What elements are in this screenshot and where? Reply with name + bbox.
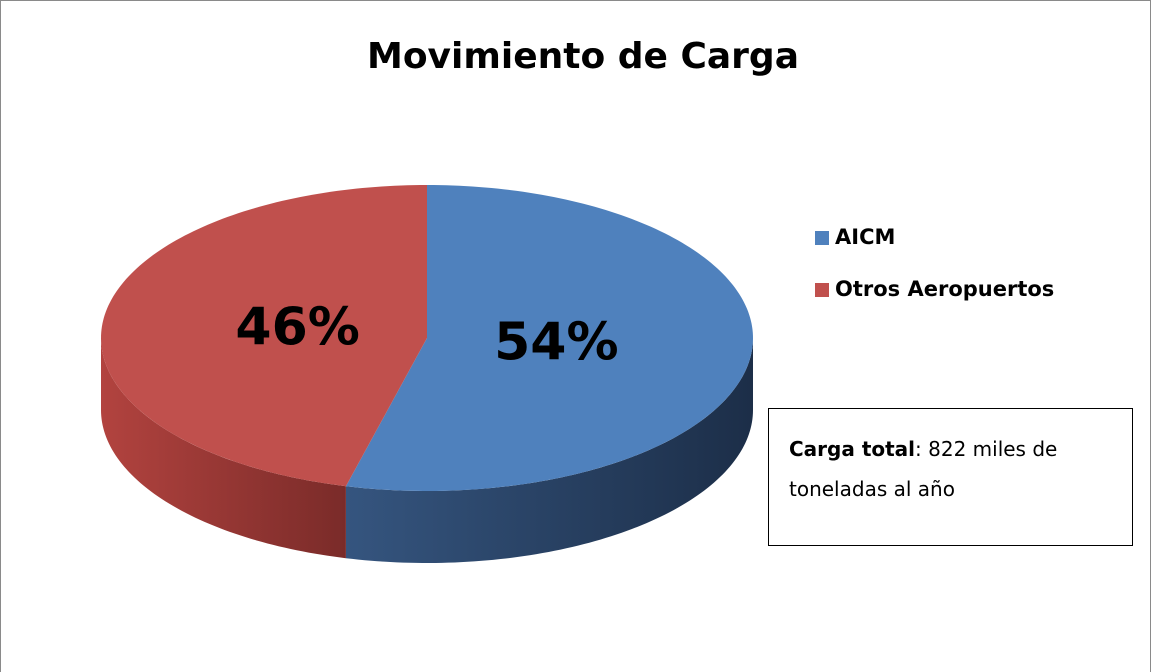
legend-swatch (815, 283, 829, 297)
annotation-text: : 822 miles de toneladas al año (789, 437, 1058, 501)
legend-label: Otros Aeropuertos (835, 277, 1054, 301)
legend: AICM Otros Aeropuertos (815, 225, 1054, 301)
slice-side (345, 338, 753, 563)
annotation-label: Carga total (789, 437, 916, 461)
legend-label: AICM (835, 225, 895, 249)
slice (345, 185, 753, 491)
pie-sides (101, 338, 753, 563)
slice-side (101, 338, 346, 559)
data-label: 46% (235, 297, 359, 357)
legend-swatch (815, 231, 829, 245)
chart-title: Movimiento de Carga (367, 36, 799, 77)
data-label: 54% (494, 313, 618, 373)
pie-tops (101, 185, 753, 491)
annotation: Carga total: 822 miles de toneladas al a… (768, 408, 1133, 546)
slice (101, 185, 428, 487)
pie-labels: 54% 46% (235, 297, 618, 372)
